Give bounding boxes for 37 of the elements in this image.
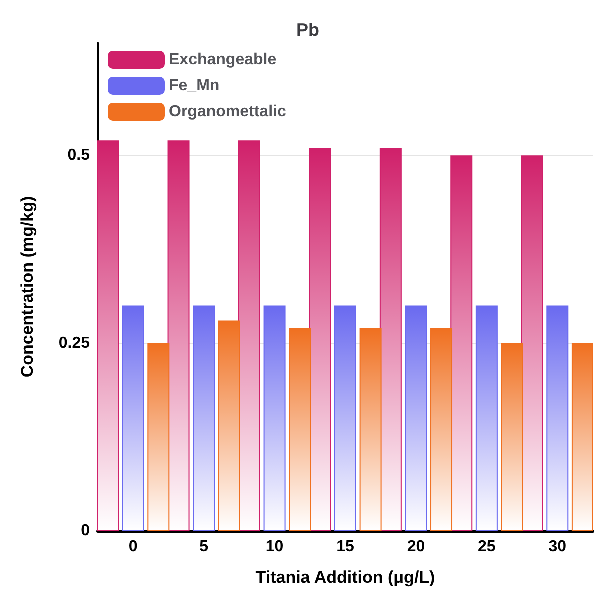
bar (238, 140, 260, 531)
bar (360, 328, 382, 531)
bar (148, 343, 170, 531)
x-tick-label: 20 (407, 538, 426, 556)
x-tick-label: 5 (200, 538, 209, 556)
bar (405, 306, 428, 531)
chart-title: Pb (296, 20, 320, 40)
y-tick-label: 0.5 (68, 147, 90, 164)
legend-label: Exchangeable (169, 52, 277, 68)
bar (309, 148, 332, 531)
legend-label: Fe_Mn (169, 78, 220, 94)
bar (380, 148, 402, 531)
bar (289, 328, 312, 531)
x-tick-label: 25 (478, 538, 496, 556)
bar (168, 140, 190, 531)
bar (521, 156, 544, 531)
bar (476, 306, 498, 531)
legend-label: Organomettalic (169, 104, 286, 120)
y-tick-label: 0 (81, 522, 90, 540)
bar (334, 306, 356, 531)
bar (546, 306, 569, 531)
x-axis-title: Titania Addition (μg/L) (256, 568, 436, 587)
bar (193, 306, 216, 531)
x-tick-label: 0 (128, 538, 138, 556)
bar (264, 306, 286, 531)
y-tick-label: 0.25 (58, 334, 90, 352)
x-tick-label: 15 (336, 538, 354, 556)
bar (122, 306, 144, 531)
x-tick-label: 30 (548, 538, 567, 556)
y-axis-title: Concentration (mg/kg) (18, 196, 37, 378)
bar (98, 140, 120, 531)
bar (450, 156, 473, 531)
bar (218, 320, 240, 531)
bar (501, 343, 524, 531)
bar (572, 343, 594, 531)
bar (430, 328, 453, 531)
x-tick-label: 10 (266, 538, 284, 556)
